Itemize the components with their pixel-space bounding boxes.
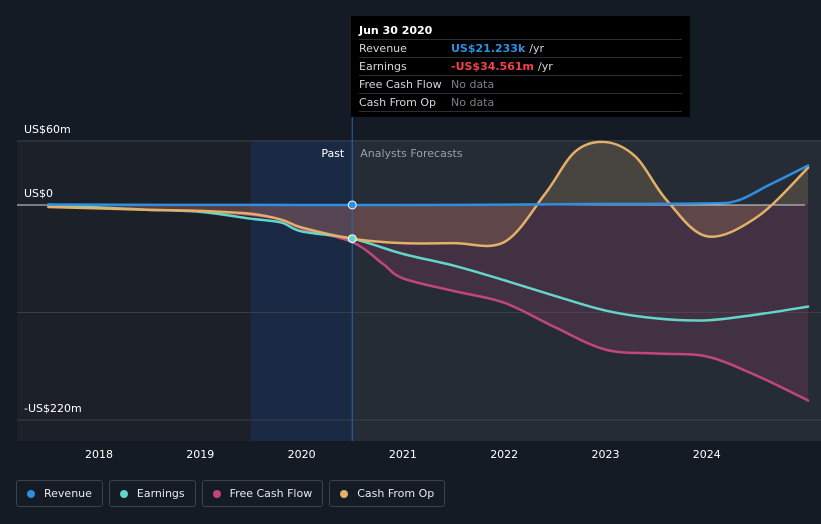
chart-tooltip: Jun 30 2020 Revenue US$21.233k/yr Earnings… [351, 16, 690, 117]
legend-label: Free Cash Flow [229, 487, 313, 500]
tooltip-row: Revenue US$21.233k/yr [359, 40, 682, 58]
tooltip-value: No data [451, 96, 495, 109]
past-label: Past [321, 147, 345, 160]
y-tick-label: US$0 [24, 187, 53, 200]
tooltip-row: Cash From Op No data [359, 94, 682, 112]
tooltip-label: Earnings [359, 60, 407, 73]
tooltip-unit: /yr [537, 60, 553, 73]
legend-label: Cash From Op [357, 487, 435, 500]
line-revenue [47, 164, 810, 207]
marker-revenue [347, 200, 357, 210]
tooltip-row: Earnings -US$34.561m/yr [359, 58, 682, 76]
tooltip-value: No data [451, 78, 495, 91]
past-region-shade [17, 140, 251, 441]
y-tick-label: -US$220m [24, 402, 82, 415]
tooltip-unit: /yr [529, 42, 545, 55]
x-tick-label: 2021 [389, 448, 417, 461]
legend-dot-icon [27, 489, 35, 498]
area-cash-from-op [48, 141, 809, 246]
legend-dot-icon [212, 489, 221, 498]
line-cash-from-op [47, 140, 810, 248]
legend-label: Revenue [44, 487, 92, 500]
tooltip-label: Cash From Op [359, 96, 437, 109]
legend-item-earnings[interactable]: Earnings [108, 480, 196, 507]
legend-item-cash-from-op[interactable]: Cash From Op [329, 480, 446, 507]
chart-canvas: US$60m US$0 -US$220m 2018 2019 2020 2021 2022 20… [17, 117, 821, 461]
legend-label: Earnings [136, 487, 185, 500]
legend-dot-icon [340, 489, 349, 498]
marker-earnings [347, 234, 357, 244]
tooltip-rows: Revenue US$21.233k/yr Earnings -US$34.561m /… [359, 40, 682, 112]
y-tick-label: US$60m [24, 123, 71, 136]
tooltip-row: Free Cash Flow No data [359, 76, 682, 94]
tooltip-label: Free Cash Flow [359, 78, 442, 91]
tooltip-date: Jun 30 2020 [359, 22, 682, 40]
x-tick-label: 2024 [693, 448, 721, 461]
tooltip-label: Revenue [359, 42, 407, 55]
legend-item-revenue[interactable]: Revenue [16, 480, 103, 507]
legend-item-free-cash-flow[interactable]: Free Cash Flow [201, 480, 324, 507]
forecast-label: Analysts Forecasts [360, 147, 463, 160]
highlight-region [250, 140, 353, 441]
x-tick-label: 2022 [490, 448, 518, 461]
legend-dot-icon [119, 489, 128, 498]
tooltip-value: US$21.233k [451, 42, 526, 55]
x-tick-label: 2020 [288, 448, 316, 461]
tooltip-value: -US$34.561m [451, 60, 534, 73]
x-tick-label: 2019 [186, 448, 214, 461]
x-tick-label: 2023 [592, 448, 620, 461]
x-tick-label: 2018 [85, 448, 113, 461]
chart-legend: Revenue Earnings Free Cash Flow Cash From O… [16, 480, 446, 509]
